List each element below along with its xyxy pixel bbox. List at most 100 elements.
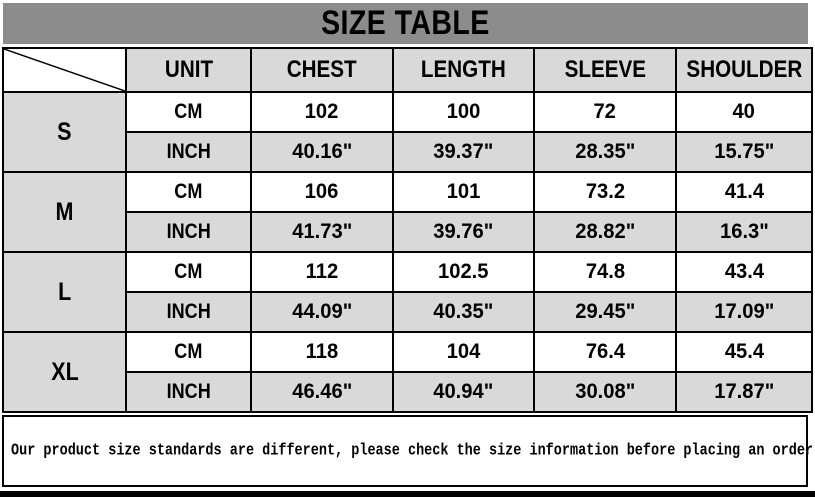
size-group-m: M CM 106 101 73.2 41.4 INCH 41.73" 39.76… (2, 171, 813, 253)
value-cell: 72 (533, 91, 677, 133)
size-group-s: S CM 102 100 72 40 INCH 40.16" 39.37" 28… (2, 91, 813, 173)
cell-value: 41.73" (291, 220, 352, 243)
cell-value: 72 (593, 100, 617, 123)
size-cell-xl: XL (2, 331, 127, 413)
size-label-text: M (55, 197, 74, 226)
unit-label-cm: CM (174, 260, 203, 283)
cell-value: 101 (446, 180, 481, 203)
value-cell: 17.87" (675, 371, 813, 413)
cell-value: 15.75" (713, 140, 774, 163)
cell-value: 17.87" (713, 380, 774, 403)
value-cell: 41.73" (250, 211, 394, 253)
diagonal-line-icon (4, 49, 125, 91)
column-header-shoulder: SHOULDER (675, 47, 813, 93)
cell-value: 41.4 (724, 180, 764, 203)
value-cell: 101 (392, 171, 535, 213)
note-text: Our product size standards are different… (11, 441, 814, 461)
cell-value: 17.09" (713, 300, 774, 323)
cell-value: 40.94" (433, 380, 494, 403)
value-cell: 112 (250, 251, 394, 293)
size-table: UNIT CHEST LENGTH SLEEVE SHOULDER S CM 1… (2, 47, 813, 413)
value-cell: 73.2 (533, 171, 677, 213)
value-cell: 41.4 (675, 171, 813, 213)
cell-value: 76.4 (585, 340, 625, 363)
table-row: INCH 44.09" 40.35" 29.45" 17.09" (3, 291, 813, 333)
column-header-length: LENGTH (392, 47, 535, 93)
table-row: XL CM 118 104 76.4 45.4 (2, 331, 813, 413)
value-cell: 39.76" (392, 211, 535, 253)
size-cell-m: M (2, 171, 127, 253)
unit-cell: INCH (125, 371, 252, 413)
unit-cell: CM (125, 91, 252, 133)
value-cell: 16.3" (675, 211, 813, 253)
value-cell: 40 (675, 91, 813, 133)
value-cell: 118 (250, 331, 394, 373)
cell-value: 39.76" (433, 220, 494, 243)
value-cell: 102 (250, 91, 394, 133)
value-cell: 28.35" (533, 131, 677, 173)
table-row: M CM 106 101 73.2 41.4 (2, 171, 813, 253)
cell-value: 30.08" (574, 380, 635, 403)
value-cell: 100 (392, 91, 535, 133)
value-cell: 106 (250, 171, 394, 213)
page-title: SIZE TABLE (321, 4, 490, 42)
note-box: Our product size standards are different… (2, 415, 813, 487)
table-row: L CM 112 102.5 74.8 43.4 (2, 251, 813, 333)
table-row: INCH 46.46" 40.94" 30.08" 17.87" (3, 371, 813, 413)
cell-value: 104 (446, 340, 481, 363)
value-cell: 40.16" (250, 131, 394, 173)
cell-value: 100 (446, 100, 481, 123)
unit-label-inch: INCH (166, 220, 211, 243)
cell-value: 45.4 (724, 340, 764, 363)
cell-value: 40.16" (291, 140, 352, 163)
title-bar: SIZE TABLE (3, 3, 808, 44)
cell-value: 46.46" (291, 380, 352, 403)
value-cell: 28.82" (533, 211, 677, 253)
cell-value: 29.45" (574, 300, 635, 323)
size-group-xl: XL CM 118 104 76.4 45.4 INCH 46.46" 40.9… (2, 331, 813, 413)
column-header-label: SHOULDER (686, 56, 803, 83)
table-row: INCH 40.16" 39.37" 28.35" 15.75" (3, 131, 813, 173)
cell-value: 118 (305, 340, 339, 363)
table-row: INCH 41.73" 39.76" 28.82" 16.3" (3, 211, 813, 253)
unit-label-inch: INCH (166, 380, 211, 403)
unit-label-cm: CM (174, 340, 203, 363)
cell-value: 16.3" (719, 220, 769, 243)
column-header-label: UNIT (164, 56, 213, 83)
value-cell: 46.46" (250, 371, 394, 413)
value-cell: 40.94" (392, 371, 535, 413)
value-cell: 30.08" (533, 371, 677, 413)
unit-cell: INCH (125, 291, 252, 333)
value-cell: 17.09" (675, 291, 813, 333)
cell-value: 106 (305, 180, 339, 203)
value-cell: 15.75" (675, 131, 813, 173)
size-label-text: S (57, 117, 72, 146)
unit-label-inch: INCH (166, 300, 211, 323)
size-label-text: XL (50, 357, 79, 386)
value-cell: 74.8 (533, 251, 677, 293)
unit-cell: CM (125, 331, 252, 373)
cell-value: 102.5 (438, 260, 489, 283)
cell-value: 28.35" (574, 140, 635, 163)
value-cell: 76.4 (533, 331, 677, 373)
value-cell: 39.37" (392, 131, 535, 173)
cell-value: 44.09" (291, 300, 352, 323)
size-label-text: L (57, 277, 72, 306)
value-cell: 40.35" (392, 291, 535, 333)
cell-value: 39.37" (433, 140, 494, 163)
unit-cell: CM (125, 251, 252, 293)
value-cell: 29.45" (533, 291, 677, 333)
cell-value: 74.8 (585, 260, 625, 283)
unit-label-inch: INCH (166, 140, 211, 163)
column-header-unit: UNIT (125, 47, 252, 93)
value-cell: 104 (392, 331, 535, 373)
column-header-label: SLEEVE (564, 56, 646, 83)
cell-value: 102 (305, 100, 339, 123)
unit-cell: INCH (125, 131, 252, 173)
cell-value: 73.2 (585, 180, 625, 203)
size-cell-s: S (2, 91, 127, 173)
cell-value: 43.4 (724, 260, 764, 283)
cell-value: 40 (732, 100, 756, 123)
unit-label-cm: CM (174, 100, 203, 123)
